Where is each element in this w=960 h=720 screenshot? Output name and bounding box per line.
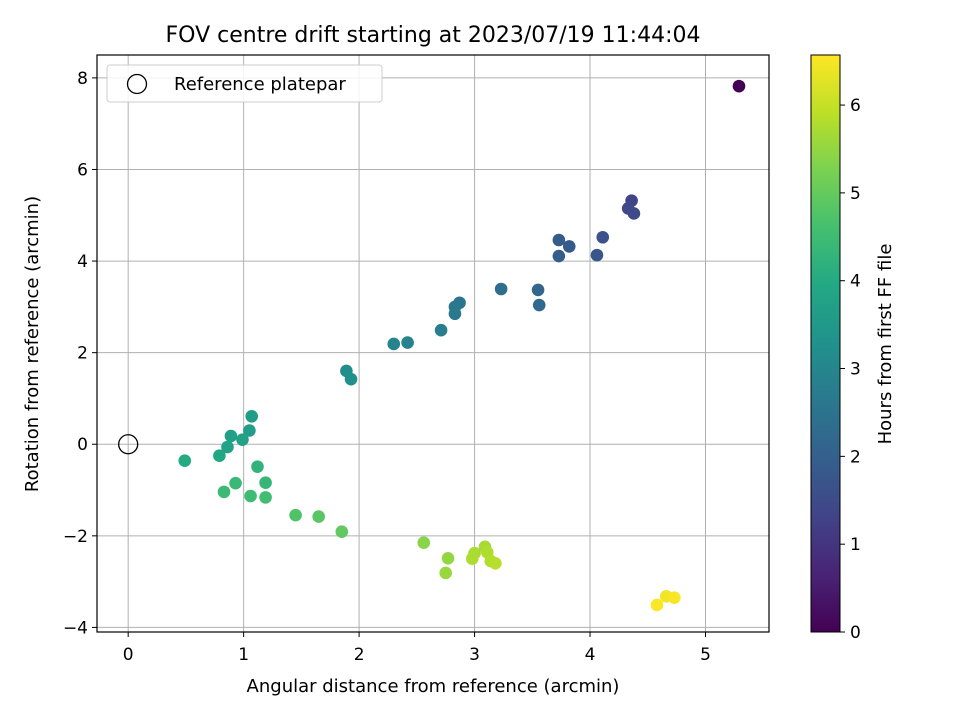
data-point <box>562 240 576 253</box>
data-point <box>259 476 272 490</box>
data-point <box>178 454 192 468</box>
plot-frame <box>96 54 770 633</box>
data-point <box>732 79 746 93</box>
legend-marker-icon <box>126 73 148 95</box>
colorbar-tick-label: 2 <box>850 447 861 467</box>
data-point <box>448 307 462 321</box>
data-point <box>552 249 566 263</box>
y-tick-label: 2 <box>77 344 88 364</box>
data-point <box>236 433 249 446</box>
legend: Reference platepar <box>106 64 383 103</box>
data-point <box>441 551 455 565</box>
data-point <box>596 230 610 244</box>
reference-platepar-marker <box>118 434 139 455</box>
data-point <box>590 248 604 262</box>
data-point <box>401 336 414 349</box>
data-point <box>251 460 264 473</box>
data-point <box>434 323 448 337</box>
data-point <box>532 298 546 312</box>
y-tick-label: −2 <box>63 527 88 547</box>
data-point <box>229 476 242 490</box>
colorbar-label: Hours from first FF file <box>875 244 896 445</box>
colorbar-tick-label: 6 <box>850 96 861 116</box>
data-point <box>627 207 641 220</box>
data-point <box>489 557 502 570</box>
grid <box>97 55 769 632</box>
data-point <box>668 591 681 604</box>
data-point <box>465 552 479 566</box>
data-point <box>494 282 508 296</box>
legend-box <box>106 64 383 103</box>
colorbar-tick-label: 4 <box>850 272 861 292</box>
points <box>178 79 746 612</box>
data-point <box>312 510 325 523</box>
data-point <box>387 337 401 351</box>
data-point <box>259 491 272 504</box>
data-point <box>417 536 431 550</box>
reference-marker-group <box>118 434 139 455</box>
colorbar: 0 1 2 3 4 5 6 Hours from first FF file <box>810 54 896 643</box>
y-tick-label: 0 <box>77 435 88 455</box>
data-point <box>243 424 256 437</box>
data-point <box>244 489 257 503</box>
colorbar-tick-label: 5 <box>850 184 861 204</box>
data-point <box>221 440 234 454</box>
data-point <box>224 429 238 443</box>
colorbar-tick-label: 3 <box>850 360 861 380</box>
x-axis-label: Angular distance from reference (arcmin) <box>247 676 620 697</box>
colorbar-tick-label: 0 <box>850 623 861 643</box>
data-point <box>439 566 453 580</box>
data-point <box>344 372 358 386</box>
y-tick-label: 6 <box>77 160 88 180</box>
x-tick-label: 5 <box>700 645 711 665</box>
data-point <box>245 410 259 423</box>
x-tick-label: 1 <box>238 645 249 665</box>
colorbar-ticks: 0 1 2 3 4 5 6 <box>840 96 861 643</box>
legend-entry-reference: Reference platepar <box>174 74 346 95</box>
x-tick-label: 0 <box>123 645 134 665</box>
y-tick-label: 8 <box>77 69 88 89</box>
data-point <box>531 283 545 297</box>
y-axis: −4 −2 0 2 4 6 8 <box>63 69 97 638</box>
data-point <box>552 233 566 247</box>
x-tick-label: 3 <box>469 645 480 665</box>
data-point <box>289 508 302 522</box>
data-point <box>335 525 349 539</box>
y-tick-label: 4 <box>77 252 88 272</box>
data-point <box>213 449 226 462</box>
x-axis: 0 1 2 3 4 5 <box>123 632 711 665</box>
colorbar-gradient <box>810 54 841 633</box>
chart-title: FOV centre drift starting at 2023/07/19 … <box>166 23 701 48</box>
data-point <box>650 598 664 612</box>
x-tick-label: 2 <box>354 645 365 665</box>
y-axis-label: Rotation from reference (arcmin) <box>22 196 43 492</box>
data-point <box>217 485 231 499</box>
y-tick-label: −4 <box>63 618 88 638</box>
x-tick-label: 4 <box>585 645 596 665</box>
colorbar-tick-label: 1 <box>850 535 861 555</box>
